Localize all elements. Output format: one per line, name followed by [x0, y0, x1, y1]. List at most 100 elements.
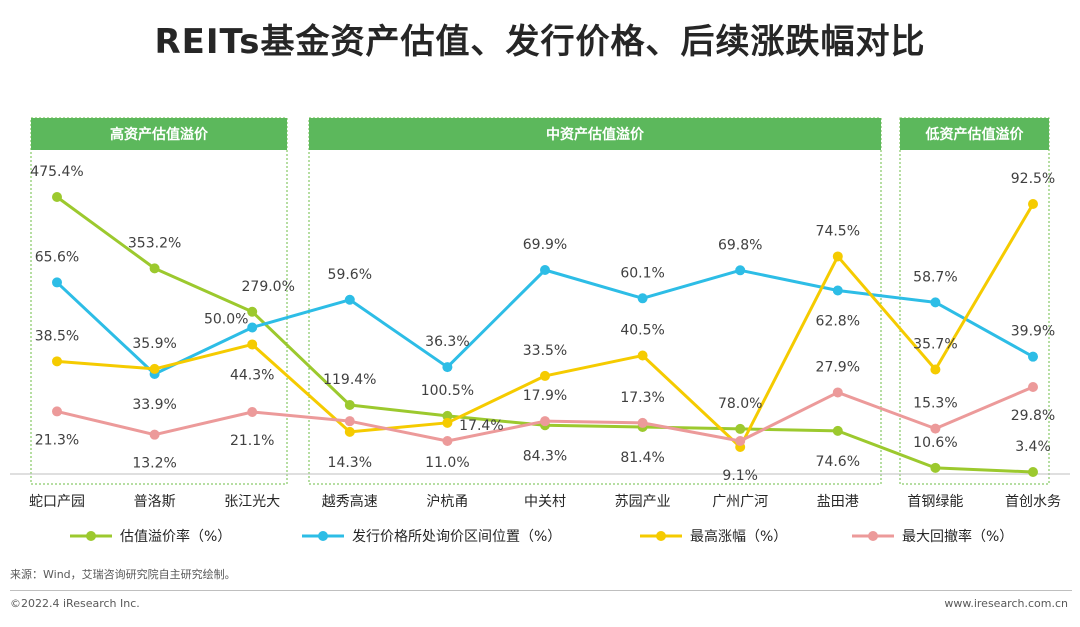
point-price-position — [344, 294, 355, 305]
legend-label-max-drawdown: 最大回撤率（%） — [902, 528, 1013, 545]
point-max-drawdown — [735, 436, 746, 446]
point-price-position — [832, 285, 843, 296]
point-max-drawdown — [442, 436, 453, 446]
legend-marker-price-position — [318, 531, 328, 541]
point-premium — [832, 425, 843, 436]
point-premium — [149, 263, 160, 274]
x-tick-label: 盐田港 — [817, 494, 859, 510]
point-price-position — [930, 297, 941, 308]
source-note: 来源：Wind，艾瑞咨询研究院自主研究绘制。 — [10, 568, 236, 581]
point-max-drawdown — [540, 416, 550, 427]
data-label-price-position: 62.8% — [816, 314, 860, 330]
data-label-premium: 119.4% — [323, 372, 376, 388]
data-label-premium: 279.0% — [242, 279, 295, 295]
chart-title: REITs基金资产估值、发行价格、后续涨跌幅对比 — [154, 22, 926, 62]
point-max-gain — [149, 363, 160, 374]
point-max-gain — [540, 370, 550, 381]
data-label-price-position: 69.8% — [718, 237, 762, 253]
point-price-position — [735, 265, 746, 276]
group-high-premium-header — [31, 118, 287, 150]
point-price-position — [247, 322, 258, 333]
data-label-premium: 3.4% — [1015, 439, 1051, 455]
point-max-gain — [930, 364, 941, 375]
legend-label-max-gain: 最高涨幅（%） — [690, 528, 787, 545]
group-mid-premium-header — [309, 118, 881, 150]
point-price-position — [52, 277, 62, 288]
data-label-max-drawdown: 29.8% — [1011, 408, 1055, 424]
x-tick-label: 广州广河 — [712, 494, 768, 510]
legend-marker-max-gain — [656, 531, 666, 541]
data-label-max-drawdown: 17.3% — [620, 390, 664, 406]
data-label-max-gain: 40.5% — [620, 323, 664, 339]
group-high-premium-header-label: 高资产估值溢价 — [110, 126, 209, 143]
data-label-max-drawdown: 15.3% — [913, 396, 957, 412]
data-label-max-gain: 9.1% — [722, 468, 758, 484]
footer-divider — [10, 590, 1072, 591]
data-label-max-gain: 38.5% — [35, 328, 79, 344]
data-label-price-position: 65.6% — [35, 249, 79, 265]
point-max-drawdown — [1028, 382, 1038, 392]
group-mid-premium-header-label: 中资产估值溢价 — [546, 126, 645, 143]
point-max-drawdown — [930, 423, 941, 434]
x-tick-label: 蛇口产园 — [29, 494, 85, 510]
data-label-max-gain: 74.5% — [816, 223, 860, 239]
group-low-premium-header-label: 低资产估值溢价 — [925, 126, 1025, 143]
x-tick-label: 首钢绿能 — [907, 494, 963, 510]
point-max-drawdown — [247, 406, 258, 417]
data-label-premium: 353.2% — [128, 235, 181, 251]
x-tick-label: 首创水务 — [1005, 494, 1061, 510]
data-label-max-gain: 44.3% — [230, 367, 274, 383]
data-label-max-gain: 14.3% — [328, 455, 372, 471]
point-max-drawdown — [149, 429, 160, 440]
legend-label-price-position: 发行价格所处询价区间位置（%） — [352, 529, 561, 545]
point-max-drawdown — [637, 417, 648, 428]
x-tick-label: 中关村 — [524, 494, 566, 510]
x-tick-label: 沪杭甬 — [426, 494, 468, 510]
data-label-max-gain: 33.5% — [523, 343, 567, 359]
data-label-max-drawdown: 27.9% — [816, 359, 860, 375]
point-price-position — [540, 265, 550, 275]
data-label-premium: 100.5% — [421, 383, 474, 399]
point-price-position — [442, 362, 453, 373]
point-max-gain — [832, 251, 843, 262]
data-label-max-gain: 35.7% — [913, 336, 957, 352]
data-label-premium: 78.0% — [718, 396, 762, 412]
data-label-max-drawdown: 11.0% — [425, 455, 469, 471]
point-premium — [735, 423, 746, 434]
point-premium — [52, 192, 62, 202]
data-label-price-position: 33.9% — [132, 397, 176, 413]
data-label-max-drawdown: 21.3% — [35, 432, 79, 448]
point-max-gain — [1028, 199, 1038, 209]
point-price-position — [637, 293, 648, 304]
data-label-price-position: 60.1% — [620, 265, 664, 281]
point-max-drawdown — [832, 387, 843, 398]
data-label-price-position: 50.0% — [204, 311, 248, 327]
group-low-premium-header — [900, 118, 1049, 150]
point-max-gain — [247, 339, 258, 350]
point-premium — [930, 462, 941, 473]
x-tick-label: 越秀高速 — [322, 493, 378, 510]
point-max-gain — [344, 426, 355, 437]
data-label-price-position: 58.7% — [913, 269, 957, 285]
data-label-price-position: 69.9% — [523, 237, 567, 253]
data-label-max-gain: 92.5% — [1011, 171, 1055, 187]
point-max-drawdown — [52, 406, 62, 417]
data-label-premium: 475.4% — [30, 164, 83, 180]
legend-marker-max-drawdown — [868, 531, 878, 541]
data-label-premium: 74.6% — [816, 454, 860, 470]
x-tick-label: 普洛斯 — [134, 494, 176, 510]
point-premium — [344, 400, 355, 410]
data-label-premium: 84.3% — [523, 448, 567, 464]
point-premium — [247, 306, 258, 317]
x-tick-label: 张江光大 — [224, 494, 280, 510]
point-premium — [1028, 467, 1038, 477]
point-max-gain — [442, 417, 453, 428]
copyright-text: ©2022.4 iResearch Inc. — [10, 597, 140, 610]
data-label-max-drawdown: 21.1% — [230, 433, 274, 449]
data-label-max-gain: 35.9% — [132, 336, 176, 352]
data-label-premium: 81.4% — [620, 450, 664, 466]
point-price-position — [1028, 351, 1038, 362]
legend-marker-premium — [86, 531, 96, 541]
data-label-max-drawdown: 13.2% — [132, 456, 176, 472]
